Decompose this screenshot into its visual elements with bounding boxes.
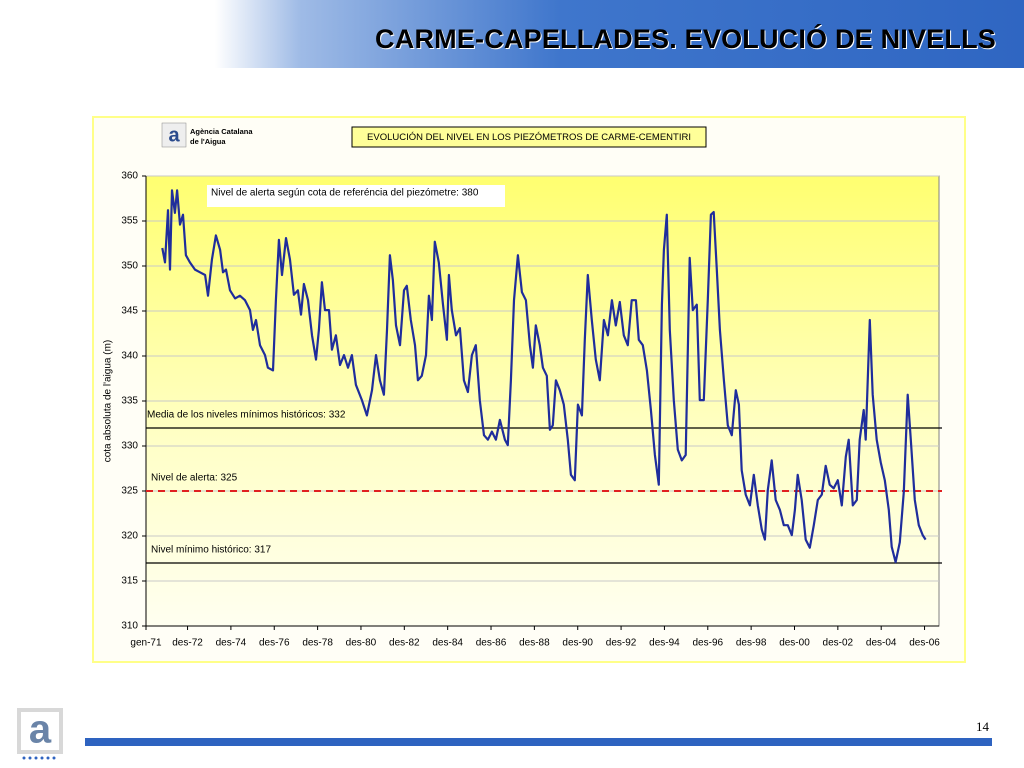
series-line xyxy=(161,189,927,564)
x-tick-label: des-84 xyxy=(432,638,463,649)
y-axis-label: cota absoluta de l'aigua (m) xyxy=(103,340,114,463)
x-tick-label: des-00 xyxy=(779,638,810,649)
x-tick-label: des-92 xyxy=(606,638,637,649)
plot: 310 315 320 325 330 335 340 345 350 355 360 gen-71 d… xyxy=(121,171,942,649)
footer-logo: a xyxy=(17,708,63,760)
y-tick-label: 320 xyxy=(121,531,138,542)
x-tick-label: des-78 xyxy=(302,638,333,649)
x-tick-label: des-76 xyxy=(259,638,290,649)
y-tick-label: 335 xyxy=(121,396,138,407)
x-tick-label: des-94 xyxy=(649,638,680,649)
logo-text: de l'Aigua xyxy=(190,137,226,146)
page-number: 14 xyxy=(976,719,989,734)
y-tick-label: 340 xyxy=(121,351,138,362)
reference-label: Media de los niveles mínimos históricos:… xyxy=(147,410,346,421)
chart-title: EVOLUCIÓN DEL NIVEL EN LOS PIEZÓMETROS D… xyxy=(367,132,691,143)
agency-logo: a Agència Catalana de l'Aigua xyxy=(161,122,253,148)
x-tick-label: des-90 xyxy=(562,638,593,649)
annotation-box xyxy=(207,185,505,207)
y-tick-label: 345 xyxy=(121,306,138,317)
x-tick-label: des-96 xyxy=(692,638,723,649)
footer-bar xyxy=(85,738,992,746)
x-tick-label: des-80 xyxy=(346,638,377,649)
x-tick-label: des-74 xyxy=(216,638,247,649)
svg-text:a: a xyxy=(29,708,52,752)
logo-text: Agència Catalana xyxy=(190,127,253,136)
reference-label: Nivel de alerta: 325 xyxy=(151,473,238,484)
y-tick-label: 330 xyxy=(121,441,138,452)
x-tick-label: des-04 xyxy=(866,638,897,649)
x-tick-label: gen-71 xyxy=(130,638,162,649)
annotation: Nivel de alerta según cota de referéncia… xyxy=(211,188,479,199)
x-tick-label: des-82 xyxy=(389,638,420,649)
x-tick-label: des-72 xyxy=(172,638,203,649)
y-tick-label: 350 xyxy=(121,261,138,272)
y-tick-label: 360 xyxy=(121,171,138,182)
y-tick-label: 315 xyxy=(121,576,138,587)
reference-label: Nivel mínimo histórico: 317 xyxy=(151,545,271,556)
header-bar xyxy=(0,0,1024,68)
y-tick-label: 325 xyxy=(121,486,138,497)
svg-text:a: a xyxy=(168,124,180,146)
x-tick-label: des-06 xyxy=(909,638,940,649)
y-tick-label: 310 xyxy=(121,621,138,632)
x-tick-label: des-86 xyxy=(476,638,507,649)
x-tick-label: des-88 xyxy=(519,638,550,649)
x-tick-label: des-02 xyxy=(823,638,854,649)
slide-title: CARME-CAPELLADES. EVOLUCIÓ DE NIVELLS xyxy=(375,24,996,54)
y-tick-label: 355 xyxy=(121,216,138,227)
x-tick-label: des-98 xyxy=(736,638,767,649)
chart-title-box xyxy=(351,126,707,148)
